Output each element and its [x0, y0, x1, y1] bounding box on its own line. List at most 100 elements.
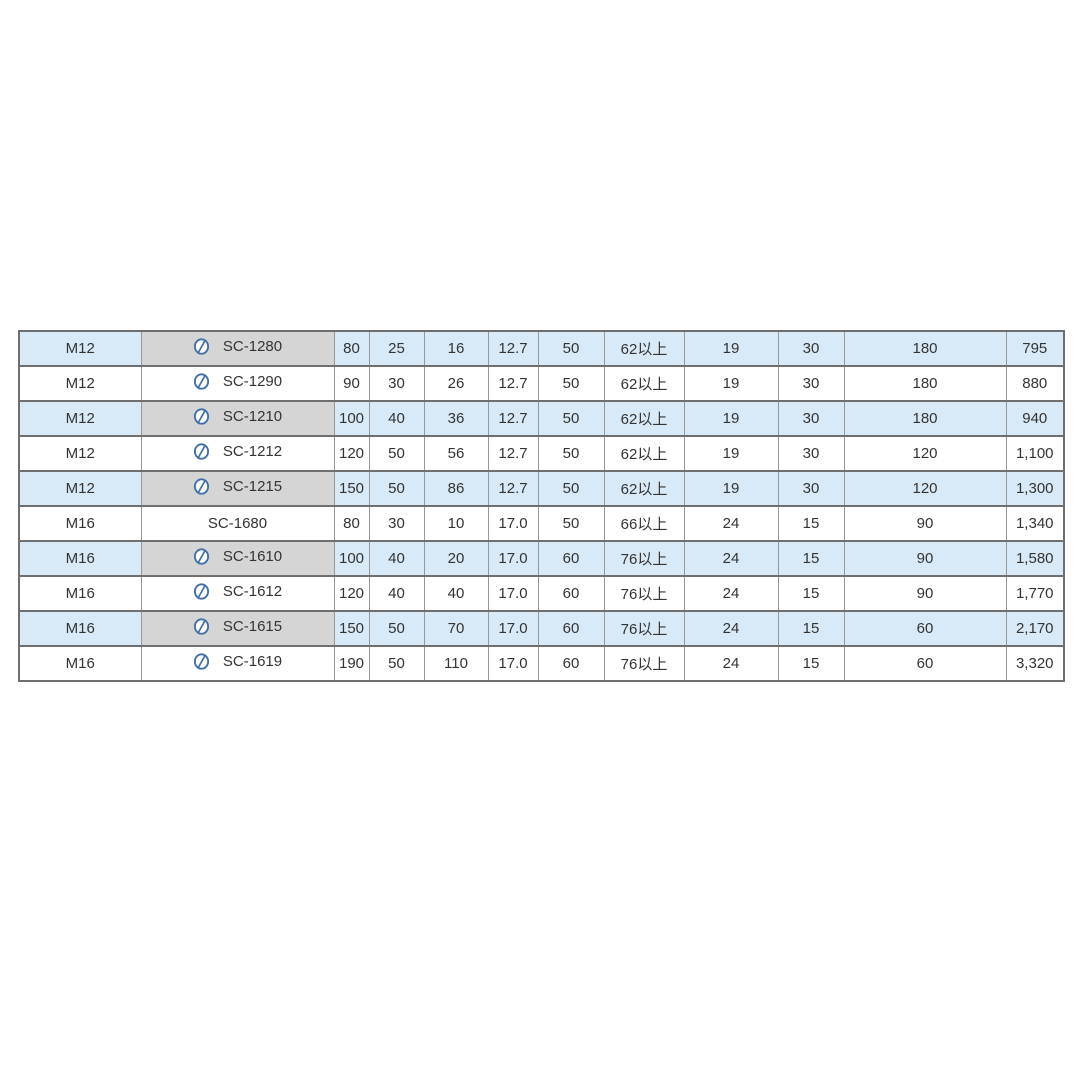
model-code: SC-1610	[222, 548, 283, 565]
spec-value-cell: 180	[843, 365, 1007, 402]
spec-value-cell: 100	[333, 540, 370, 577]
model-cell-content: SC-1290	[193, 373, 282, 390]
spec-value-cell: 12.7	[487, 330, 539, 367]
cad-drawing-icon[interactable]	[193, 548, 210, 565]
spec-value-cell: 60	[537, 645, 605, 682]
model-cell-content: SC-1215	[193, 478, 282, 495]
model-cell-content: SC-1212	[193, 443, 282, 460]
thread-size-cell: M12	[18, 470, 142, 507]
spec-value-cell: 24	[683, 575, 779, 612]
spec-value-cell: 80	[333, 330, 370, 367]
spec-value-cell: 19	[683, 400, 779, 437]
table-row: M12 SC-1210 100 40 36 12.7 50 62以上 19 30 180 940	[18, 400, 1065, 437]
spec-value-cell: 50	[537, 330, 605, 367]
spec-value-cell: 50	[368, 610, 425, 647]
cad-drawing-icon[interactable]	[193, 583, 210, 600]
spec-value-cell: 15	[777, 645, 845, 682]
spec-value-cell: 110	[423, 645, 489, 682]
model-cell-content: SC-1612	[193, 583, 282, 600]
spec-value-cell: 15	[777, 610, 845, 647]
spec-value-cell: 15	[777, 575, 845, 612]
price-cell: 795	[1005, 330, 1065, 367]
spec-value-cell: 62以上	[603, 435, 685, 472]
spec-value-cell: 190	[333, 645, 370, 682]
spec-value-cell: 50	[368, 435, 425, 472]
spec-value-cell: 15	[777, 540, 845, 577]
price-cell: 1,770	[1005, 575, 1065, 612]
cad-drawing-icon[interactable]	[193, 618, 210, 635]
thread-size-cell: M16	[18, 540, 142, 577]
spec-value-cell: 120	[333, 435, 370, 472]
spec-value-cell: 60	[843, 610, 1007, 647]
spec-value-cell: 40	[368, 400, 425, 437]
spec-value-cell: 120	[843, 435, 1007, 472]
spec-value-cell: 62以上	[603, 470, 685, 507]
price-cell: 1,100	[1005, 435, 1065, 472]
table-row: M16 SC-1619 190 50 110 17.0 60 76以上 24 15 60 3,320	[18, 645, 1065, 682]
price-cell: 2,170	[1005, 610, 1065, 647]
spec-value-cell: 19	[683, 435, 779, 472]
spec-value-cell: 17.0	[487, 505, 539, 542]
spec-value-cell: 17.0	[487, 540, 539, 577]
table-row: M12 SC-1215 150 50 86 12.7 50 62以上 19 30 120 1,300	[18, 470, 1065, 507]
spec-value-cell: 17.0	[487, 610, 539, 647]
spec-value-cell: 60	[537, 540, 605, 577]
model-cell-content: SC-1610	[193, 548, 282, 565]
cad-drawing-icon[interactable]	[193, 653, 210, 670]
table-row: M16 SC-1680 80 30 10 17.0 50 66以上 24 15 90 1,340	[18, 505, 1065, 542]
spec-value-cell: 24	[683, 645, 779, 682]
spec-value-cell: 56	[423, 435, 489, 472]
spec-value-cell: 40	[368, 575, 425, 612]
model-cell: SC-1215	[140, 470, 335, 507]
model-cell-content: SC-1615	[193, 618, 282, 635]
spec-value-cell: 17.0	[487, 645, 539, 682]
spec-value-cell: 20	[423, 540, 489, 577]
spec-value-cell: 19	[683, 470, 779, 507]
cad-drawing-icon[interactable]	[193, 338, 210, 355]
spec-value-cell: 90	[843, 575, 1007, 612]
spec-value-cell: 15	[777, 505, 845, 542]
model-cell: SC-1212	[140, 435, 335, 472]
cad-drawing-icon[interactable]	[193, 443, 210, 460]
spec-value-cell: 36	[423, 400, 489, 437]
price-cell: 1,580	[1005, 540, 1065, 577]
spec-value-cell: 76以上	[603, 645, 685, 682]
spec-table-container: M12 SC-1280 80 25 16 12.7 50 62以上 19 30 180 795 M12…	[18, 330, 1065, 682]
model-cell: SC-1612	[140, 575, 335, 612]
model-code: SC-1680	[207, 515, 268, 532]
table-row: M12 SC-1212 120 50 56 12.7 50 62以上 19 30 120 1,100	[18, 435, 1065, 472]
spec-value-cell: 60	[537, 610, 605, 647]
spec-value-cell: 76以上	[603, 575, 685, 612]
spec-value-cell: 16	[423, 330, 489, 367]
spec-value-cell: 10	[423, 505, 489, 542]
price-cell: 3,320	[1005, 645, 1065, 682]
spec-value-cell: 50	[368, 470, 425, 507]
spec-value-cell: 30	[777, 400, 845, 437]
spec-value-cell: 80	[333, 505, 370, 542]
spec-value-cell: 24	[683, 610, 779, 647]
spec-table-body: M12 SC-1280 80 25 16 12.7 50 62以上 19 30 180 795 M12…	[18, 330, 1065, 682]
cad-drawing-icon[interactable]	[193, 373, 210, 390]
spec-value-cell: 12.7	[487, 365, 539, 402]
thread-size-cell: M16	[18, 575, 142, 612]
model-cell: SC-1619	[140, 645, 335, 682]
table-row: M16 SC-1610 100 40 20 17.0 60 76以上 24 15 90 1,580	[18, 540, 1065, 577]
model-cell-content: SC-1210	[193, 408, 282, 425]
model-code: SC-1290	[222, 373, 283, 390]
model-code: SC-1280	[222, 338, 283, 355]
spec-value-cell: 50	[537, 365, 605, 402]
spec-value-cell: 62以上	[603, 330, 685, 367]
spec-value-cell: 120	[333, 575, 370, 612]
model-cell-content: SC-1280	[193, 338, 282, 355]
thread-size-cell: M16	[18, 645, 142, 682]
table-row: M16 SC-1612 120 40 40 17.0 60 76以上 24 15 90 1,770	[18, 575, 1065, 612]
spec-value-cell: 30	[777, 470, 845, 507]
model-code: SC-1619	[222, 653, 283, 670]
model-code: SC-1215	[222, 478, 283, 495]
spec-value-cell: 50	[537, 470, 605, 507]
spec-value-cell: 25	[368, 330, 425, 367]
cad-drawing-icon[interactable]	[193, 408, 210, 425]
cad-drawing-icon[interactable]	[193, 478, 210, 495]
model-code: SC-1212	[222, 443, 283, 460]
spec-value-cell: 50	[537, 400, 605, 437]
